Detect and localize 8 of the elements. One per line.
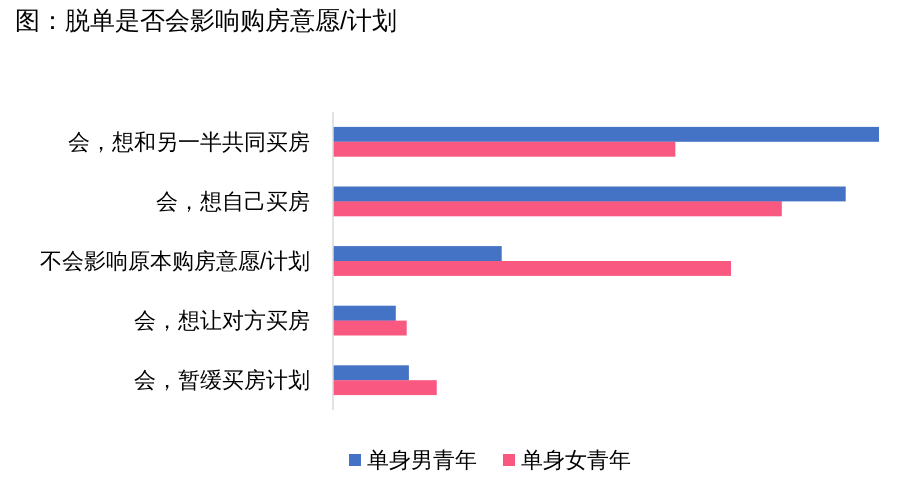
category-label: 会，暂缓买房计划: [134, 368, 310, 393]
category-label: 会，想和另一半共同买房: [68, 129, 310, 154]
legend-label: 单身女青年: [521, 448, 631, 472]
legend-label: 单身男青年: [367, 448, 477, 472]
category-label: 不会影响原本购房意愿/计划: [40, 248, 310, 274]
category-label: 会，想自己买房: [156, 188, 310, 214]
title: 图：脱单是否会影响购房意愿/计划: [15, 7, 397, 35]
category-label: 会，想让对方买房: [134, 308, 310, 334]
